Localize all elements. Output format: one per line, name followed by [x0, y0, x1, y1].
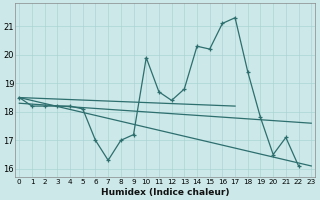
X-axis label: Humidex (Indice chaleur): Humidex (Indice chaleur)	[101, 188, 229, 197]
